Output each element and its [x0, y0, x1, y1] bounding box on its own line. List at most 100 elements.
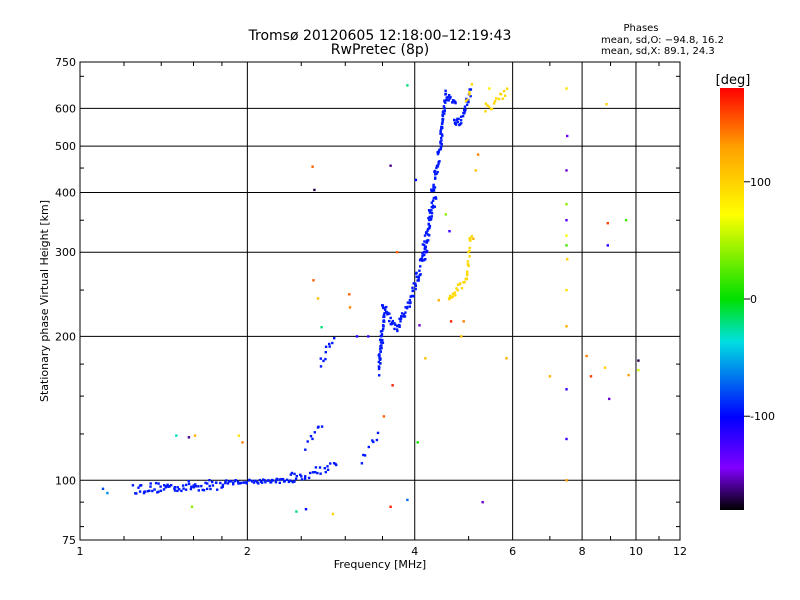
echo-point — [434, 173, 437, 176]
echo-point — [451, 292, 455, 295]
echo-point — [226, 482, 230, 485]
echo-point — [382, 306, 385, 310]
echo-point — [322, 359, 325, 363]
echo-point — [454, 101, 457, 104]
x-tick-label: 12 — [673, 545, 687, 558]
echo-point — [417, 277, 420, 280]
echo-point — [390, 322, 394, 326]
colorbar-label: [deg] — [716, 73, 751, 88]
echo-point — [166, 483, 169, 486]
chart-title: Tromsø 20120605 12:18:00–12:19:43 — [248, 28, 512, 44]
echo-point — [416, 441, 419, 444]
echo-point — [484, 102, 488, 105]
echo-point — [379, 357, 382, 360]
echo-point — [289, 473, 293, 476]
echo-point — [441, 118, 444, 121]
echo-point — [423, 234, 427, 237]
echo-point — [393, 322, 396, 325]
echo-point — [205, 487, 209, 491]
echo-point — [319, 365, 323, 368]
echo-point — [378, 355, 381, 358]
echo-point — [137, 486, 140, 489]
echo-point — [281, 478, 285, 481]
echo-point — [304, 508, 308, 511]
echo-point — [442, 105, 446, 108]
grid-lines — [80, 62, 680, 540]
echo-point — [463, 281, 466, 284]
echo-point — [389, 316, 392, 320]
echo-point — [492, 102, 496, 105]
echo-point — [254, 479, 257, 483]
echo-point — [323, 467, 326, 470]
echo-point — [324, 351, 327, 354]
echo-point — [431, 199, 435, 202]
echo-point — [319, 472, 322, 475]
echo-point — [289, 479, 292, 482]
echo-point — [466, 272, 469, 276]
echo-point — [394, 323, 397, 326]
echo-point — [331, 512, 335, 516]
echo-point — [449, 294, 452, 298]
echo-point — [380, 333, 384, 336]
echo-point — [566, 134, 569, 138]
echo-point — [230, 480, 233, 483]
echo-point — [278, 481, 281, 484]
echo-point — [391, 319, 395, 323]
echo-point — [440, 122, 444, 125]
echo-point — [422, 250, 426, 254]
echo-point — [316, 297, 320, 300]
echo-point — [367, 335, 370, 338]
echo-point — [303, 477, 307, 480]
echo-point — [247, 479, 251, 482]
echo-point — [421, 254, 424, 257]
echo-point — [400, 312, 404, 315]
echo-point — [412, 282, 415, 285]
echo-point — [399, 317, 403, 320]
echo-point — [459, 119, 463, 122]
echo-point — [168, 485, 171, 488]
echo-point — [335, 463, 338, 467]
echo-point — [319, 357, 322, 360]
echo-point — [435, 166, 438, 170]
echo-point — [411, 289, 415, 292]
echo-point — [462, 320, 465, 323]
echo-point — [548, 375, 552, 378]
echo-point — [439, 129, 442, 132]
echo-point — [383, 311, 386, 315]
echo-point — [192, 486, 195, 489]
echo-point — [431, 206, 435, 209]
echo-point — [437, 299, 440, 302]
echo-point — [451, 295, 454, 298]
echo-point — [221, 485, 224, 488]
echo-point — [404, 311, 407, 314]
echo-point — [328, 345, 331, 348]
echo-point — [412, 295, 415, 298]
y-tick-label: 750 — [55, 56, 76, 69]
x-tick-label: 4 — [411, 545, 418, 558]
echo-point — [464, 99, 468, 103]
echo-point — [467, 264, 470, 268]
echo-point — [224, 481, 227, 484]
echo-point — [290, 471, 294, 475]
echo-point — [439, 140, 442, 144]
echo-point — [440, 127, 443, 131]
echo-point — [565, 87, 568, 90]
echo-point — [428, 234, 431, 237]
echo-point — [457, 117, 460, 121]
echo-point — [433, 169, 437, 173]
echo-point — [433, 205, 436, 208]
echo-point — [377, 365, 381, 368]
echo-point — [379, 341, 383, 344]
y-tick-label: 200 — [55, 330, 76, 343]
echo-point — [406, 498, 409, 502]
echo-point — [463, 112, 466, 115]
echo-point — [293, 472, 296, 476]
echo-point — [434, 197, 438, 200]
echo-point — [202, 489, 206, 492]
echo-point — [157, 490, 160, 493]
echo-point — [469, 236, 472, 240]
echo-point — [380, 334, 383, 337]
echo-point — [434, 196, 437, 199]
echo-point — [427, 223, 430, 226]
